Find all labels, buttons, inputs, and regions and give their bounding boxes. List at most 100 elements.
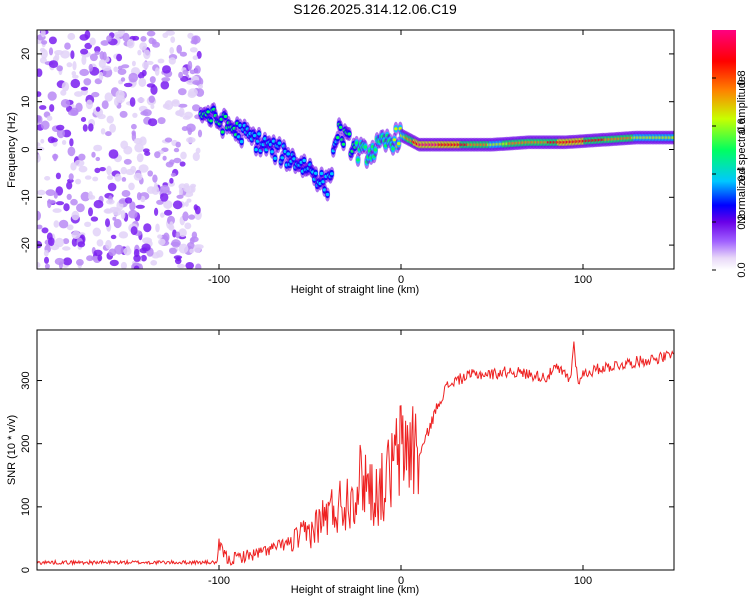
noise-blob: [80, 191, 91, 202]
noise-blob: [82, 124, 88, 132]
noise-blob: [147, 118, 158, 127]
snr-series-line: [37, 341, 674, 567]
noise-blob: [37, 189, 46, 196]
noise-blob: [156, 250, 164, 258]
noise-blob: [114, 97, 119, 106]
noise-blob: [163, 200, 173, 209]
noise-blob: [197, 129, 203, 138]
noise-blob: [185, 262, 194, 269]
noise-blob: [66, 62, 73, 68]
noise-blob: [106, 115, 114, 124]
ridge-core: [356, 158, 360, 162]
noise-blob: [121, 64, 130, 69]
noise-blob: [139, 42, 148, 51]
noise-blob: [162, 155, 167, 161]
noise-blob: [156, 199, 164, 205]
noise-blob: [162, 65, 171, 74]
spectrogram-xtick-label: 0: [398, 274, 404, 286]
noise-blob: [128, 72, 138, 83]
noise-blob: [178, 228, 187, 238]
noise-blob: [168, 57, 176, 65]
ridge-core: [392, 138, 397, 142]
noise-blob: [99, 167, 106, 172]
noise-blob: [56, 128, 65, 139]
noise-blob: [74, 159, 85, 167]
ridge-core: [286, 152, 291, 156]
noise-blob: [66, 181, 73, 190]
noise-blob: [137, 97, 145, 103]
noise-blob: [190, 185, 196, 193]
noise-blob: [71, 230, 81, 239]
noise-blob: [104, 208, 111, 214]
ridge-core: [270, 150, 274, 154]
noise-blob: [141, 243, 151, 252]
noise-blob: [47, 199, 56, 204]
noise-blob: [109, 206, 120, 213]
noise-blob: [123, 158, 132, 165]
noise-blob: [150, 260, 158, 266]
ridge-core: [330, 172, 334, 176]
noise-blob: [40, 30, 46, 38]
noise-blob: [146, 30, 156, 37]
spectrogram-ytick-label: 10: [20, 96, 32, 108]
noise-blob: [178, 243, 189, 254]
noise-blob: [132, 35, 140, 41]
noise-blob: [80, 48, 89, 55]
noise-blob: [188, 214, 196, 220]
noise-blob: [161, 77, 171, 82]
noise-blob: [70, 198, 78, 206]
noise-blob: [37, 154, 41, 163]
noise-blob: [167, 215, 175, 225]
noise-blob: [113, 218, 122, 229]
noise-blob: [176, 256, 181, 262]
noise-blob: [76, 259, 84, 266]
noise-blob: [37, 91, 42, 97]
noise-blob: [95, 106, 101, 112]
ridge-core: [273, 156, 277, 160]
noise-blob: [178, 71, 184, 79]
noise-blob: [62, 238, 70, 245]
noise-blob: [192, 55, 198, 60]
noise-blob: [114, 244, 124, 255]
noise-blob: [90, 216, 99, 222]
noise-blob: [69, 138, 74, 147]
noise-blob: [154, 67, 160, 76]
noise-blob: [105, 131, 112, 137]
noise-blob: [179, 51, 187, 57]
noise-blob: [179, 161, 186, 167]
noise-blob: [142, 61, 149, 69]
colorbar-ticks: 0.0 0.2 0.4 0.6 0.8: [712, 70, 748, 278]
noise-blob: [131, 60, 136, 67]
noise-blob: [133, 265, 140, 269]
noise-blob: [196, 50, 202, 59]
noise-blob: [46, 115, 53, 121]
noise-blob: [44, 176, 51, 181]
ridge-core: [209, 119, 213, 123]
noise-blob: [148, 95, 155, 103]
noise-blob: [110, 234, 117, 240]
noise-blob: [68, 109, 78, 116]
noise-blob: [113, 31, 124, 37]
noise-blob: [171, 100, 180, 107]
noise-blob: [106, 165, 112, 176]
noise-blob: [130, 226, 138, 236]
noise-blob: [157, 58, 165, 64]
noise-blob: [189, 237, 195, 245]
colorbar: 0.0 0.2 0.4 0.6 0.8 Normalized spectral ampl…: [712, 30, 748, 278]
noise-blob: [67, 32, 76, 41]
colorbar-tick-label: 0.4: [736, 166, 748, 181]
noise-blob: [170, 36, 176, 43]
snr-frame: [36, 329, 675, 571]
colorbar-tick-label: 0.8: [736, 70, 748, 85]
noise-blob: [189, 47, 198, 53]
colorbar-tick-label: 0.0: [736, 262, 748, 277]
noise-blob: [178, 88, 187, 96]
noise-blob: [88, 63, 94, 72]
noise-blob: [192, 152, 200, 162]
noise-blob: [187, 60, 193, 71]
noise-blob: [85, 99, 93, 110]
noise-blob: [93, 144, 103, 152]
noise-blob: [198, 84, 203, 89]
